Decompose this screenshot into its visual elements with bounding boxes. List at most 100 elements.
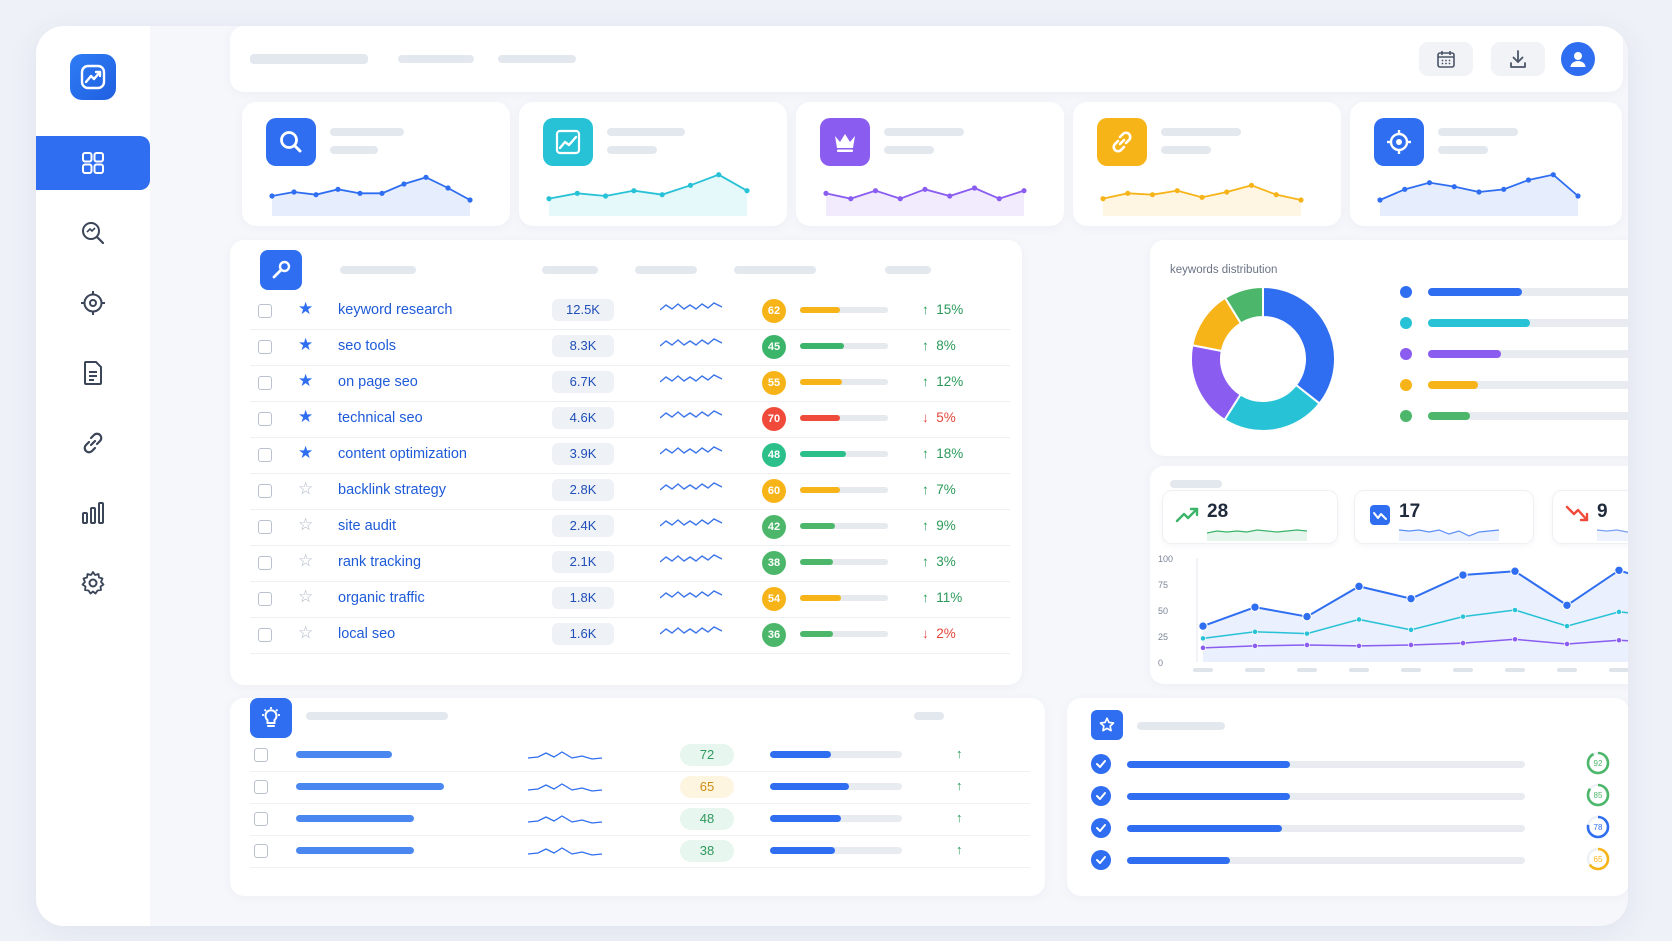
keyword-name[interactable]: technical seo bbox=[338, 410, 423, 426]
rankings-line-chart[interactable]: 100 75 50 25 0 bbox=[1158, 550, 1628, 682]
table-row[interactable]: ★ on page seo 6.7K 55 ↑ 12% bbox=[250, 364, 1010, 402]
legend-row[interactable]: 12.5K bbox=[1400, 282, 1628, 302]
row-checkbox[interactable] bbox=[258, 520, 272, 534]
sidebar-item-search[interactable] bbox=[36, 206, 150, 260]
legend-row[interactable]: 6.7K bbox=[1400, 344, 1628, 364]
goal-row[interactable]: 78 bbox=[1091, 814, 1611, 842]
stat-card-steady[interactable]: 17 bbox=[1354, 490, 1534, 544]
sparkline-point bbox=[1525, 177, 1532, 183]
x-axis-tick bbox=[1609, 668, 1628, 672]
keyword-name[interactable]: rank tracking bbox=[338, 554, 422, 570]
arrow-down-icon: ↓ bbox=[922, 626, 929, 641]
legend-row[interactable]: 3.1K bbox=[1400, 406, 1628, 426]
kpi-card[interactable] bbox=[796, 102, 1064, 226]
check-circle-icon[interactable] bbox=[1091, 818, 1111, 838]
table-row[interactable]: ★ keyword research 12.5K 62 ↑ 15% bbox=[250, 292, 1010, 330]
row-checkbox[interactable] bbox=[258, 592, 272, 606]
goal-row[interactable]: 65 bbox=[1091, 846, 1611, 874]
app-logo[interactable] bbox=[70, 54, 116, 100]
goal-row[interactable]: 85 bbox=[1091, 782, 1611, 810]
table-row[interactable]: ★ seo tools 8.3K 45 ↑ 8% bbox=[250, 328, 1010, 366]
series-point bbox=[1460, 640, 1466, 646]
x-axis-tick bbox=[1505, 668, 1525, 672]
sidebar-item-target[interactable] bbox=[36, 276, 150, 330]
column-header-difficulty[interactable] bbox=[734, 266, 816, 274]
table-row[interactable]: 38 ↑ bbox=[250, 834, 1030, 868]
table-row[interactable]: 48 ↑ bbox=[250, 802, 1030, 836]
row-checkbox[interactable] bbox=[258, 628, 272, 642]
star-filled-icon[interactable]: ★ bbox=[298, 443, 314, 462]
sparkline-point bbox=[996, 196, 1002, 202]
series-area bbox=[1203, 570, 1628, 662]
sidebar-item-links[interactable] bbox=[36, 416, 150, 470]
calendar-button[interactable] bbox=[1419, 42, 1473, 76]
kpi-card[interactable] bbox=[519, 102, 787, 226]
row-checkbox[interactable] bbox=[258, 412, 272, 426]
sidebar-item-settings[interactable] bbox=[36, 556, 150, 610]
column-header-trend[interactable] bbox=[635, 266, 697, 274]
star-filled-icon[interactable]: ★ bbox=[298, 407, 314, 426]
star-filled-icon[interactable]: ★ bbox=[298, 299, 314, 318]
kpi-card[interactable] bbox=[242, 102, 510, 226]
kpi-card[interactable] bbox=[1073, 102, 1341, 226]
check-circle-icon[interactable] bbox=[1091, 786, 1111, 806]
kpi-card[interactable] bbox=[1350, 102, 1622, 226]
row-checkbox[interactable] bbox=[254, 812, 268, 826]
goal-row[interactable]: 92 bbox=[1091, 750, 1611, 778]
row-checkbox[interactable] bbox=[258, 304, 272, 318]
sidebar-item-dashboard[interactable] bbox=[36, 136, 150, 190]
check-circle-icon[interactable] bbox=[1091, 850, 1111, 870]
star-outline-icon[interactable]: ☆ bbox=[298, 515, 314, 534]
sparkline-point bbox=[1451, 184, 1457, 190]
row-checkbox[interactable] bbox=[258, 484, 272, 498]
sidebar-item-reports[interactable] bbox=[36, 346, 150, 400]
table-row[interactable]: ★ content optimization 3.9K 48 ↑ 18% bbox=[250, 436, 1010, 474]
row-checkbox[interactable] bbox=[258, 448, 272, 462]
column-header-change[interactable] bbox=[885, 266, 931, 274]
table-row[interactable]: ★ technical seo 4.6K 70 ↓ 5% bbox=[250, 400, 1010, 438]
donut-slice bbox=[1223, 383, 1321, 432]
keyword-name[interactable]: site audit bbox=[338, 518, 397, 534]
nav-placeholder[interactable] bbox=[498, 55, 576, 63]
column-header-keyword[interactable] bbox=[340, 266, 416, 274]
nav-placeholder[interactable] bbox=[398, 55, 474, 63]
stat-card-up[interactable]: 28 bbox=[1162, 490, 1338, 544]
table-row[interactable]: ☆ local seo 1.6K 36 ↓ 2% bbox=[250, 616, 1010, 654]
star-outline-icon[interactable]: ☆ bbox=[298, 551, 314, 570]
keyword-name[interactable]: local seo bbox=[338, 626, 396, 642]
star-filled-icon[interactable]: ★ bbox=[298, 371, 314, 390]
sidebar-item-analytics[interactable] bbox=[36, 486, 150, 540]
rank-change: ↑ 9% bbox=[922, 518, 956, 533]
row-checkbox[interactable] bbox=[254, 748, 268, 762]
keyword-name[interactable]: organic traffic bbox=[338, 590, 425, 606]
table-row[interactable]: 65 ↑ bbox=[250, 770, 1030, 804]
table-row[interactable]: 72 ↑ bbox=[250, 738, 1030, 772]
legend-row[interactable]: 8.2K bbox=[1400, 313, 1628, 333]
table-row[interactable]: ☆ backlink strategy 2.8K 60 ↑ 7% bbox=[250, 472, 1010, 510]
row-checkbox[interactable] bbox=[258, 556, 272, 570]
row-checkbox[interactable] bbox=[254, 780, 268, 794]
star-outline-icon[interactable]: ☆ bbox=[298, 479, 314, 498]
check-circle-icon[interactable] bbox=[1091, 754, 1111, 774]
keyword-name[interactable]: on page seo bbox=[338, 374, 418, 390]
keyword-name[interactable]: backlink strategy bbox=[338, 482, 446, 498]
table-row[interactable]: ☆ site audit 2.4K 42 ↑ 9% bbox=[250, 508, 1010, 546]
star-outline-icon[interactable]: ☆ bbox=[298, 623, 314, 642]
legend-row[interactable]: 4.6K bbox=[1400, 375, 1628, 395]
trend-sparkline bbox=[660, 482, 723, 491]
row-checkbox[interactable] bbox=[258, 376, 272, 390]
user-avatar[interactable] bbox=[1561, 42, 1595, 76]
stat-card-down[interactable]: 9 bbox=[1552, 490, 1628, 544]
row-checkbox[interactable] bbox=[258, 340, 272, 354]
donut-chart[interactable] bbox=[1188, 284, 1338, 434]
table-row[interactable]: ☆ organic traffic 1.8K 54 ↑ 11% bbox=[250, 580, 1010, 618]
keyword-name[interactable]: seo tools bbox=[338, 338, 397, 354]
keyword-name[interactable]: keyword research bbox=[338, 302, 453, 318]
star-filled-icon[interactable]: ★ bbox=[298, 335, 314, 354]
star-outline-icon[interactable]: ☆ bbox=[298, 587, 314, 606]
column-header-volume[interactable] bbox=[542, 266, 598, 274]
table-row[interactable]: ☆ rank tracking 2.1K 38 ↑ 3% bbox=[250, 544, 1010, 582]
download-button[interactable] bbox=[1491, 42, 1545, 76]
keyword-name[interactable]: content optimization bbox=[338, 446, 467, 462]
row-checkbox[interactable] bbox=[254, 844, 268, 858]
